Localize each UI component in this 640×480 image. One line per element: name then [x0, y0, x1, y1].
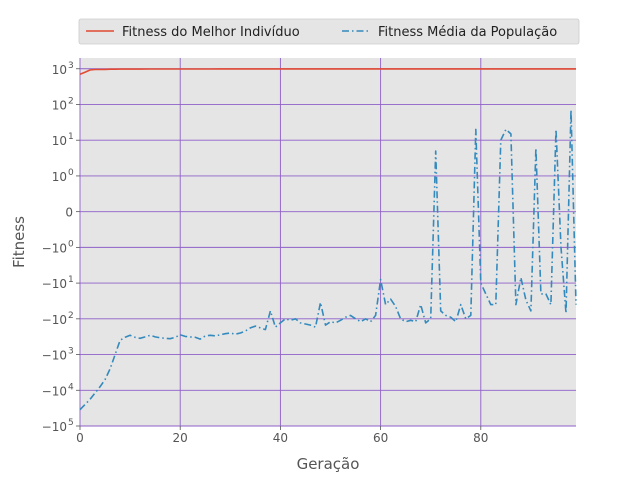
x-tick-label: 20: [173, 431, 188, 445]
y-tick-label: 10: [52, 63, 67, 77]
y-tick-exponent: 0: [68, 239, 74, 249]
y-tick-label: 10: [52, 170, 67, 184]
y-tick-exponent: 5: [68, 418, 74, 428]
y-tick-exponent: 2: [68, 96, 74, 106]
legend-box: [78, 18, 580, 45]
x-axis-label: Geração: [297, 455, 360, 473]
y-tick-label: −10: [42, 384, 67, 398]
y-tick-label: −10: [42, 349, 67, 363]
y-tick-exponent: 1: [68, 275, 74, 285]
series-line-best: [79, 68, 576, 76]
plot-background: [80, 58, 576, 426]
y-tick-exponent: 1: [68, 132, 74, 142]
y-tick-label: 10: [52, 134, 67, 148]
y-tick-exponent: 4: [68, 382, 74, 392]
y-tick-exponent: 2: [68, 311, 74, 321]
x-tick-label: 60: [373, 431, 388, 445]
y-tick-exponent: 0: [68, 168, 74, 178]
x-tick-label: 80: [473, 431, 488, 445]
y-tick-exponent: 3: [68, 61, 74, 71]
y-tick-label: −10: [42, 277, 67, 291]
y-tick-exponent: 3: [68, 347, 74, 357]
x-tick-label: 40: [273, 431, 288, 445]
y-tick-label: 0: [65, 206, 73, 220]
y-tick-label: −10: [42, 420, 67, 434]
series-layer: [79, 68, 577, 411]
y-tick-label: −10: [42, 313, 67, 327]
legend: Fitness do Melhor Indivíduo Fitness Médi…: [78, 18, 580, 45]
x-ticks: 0 20 40 60 80: [76, 426, 488, 445]
y-tick-label: −10: [42, 241, 67, 255]
x-tick-label: 0: [76, 431, 84, 445]
legend-label-mean: Fitness Média da População: [378, 25, 557, 40]
series-line-mean: [79, 109, 577, 411]
y-tick-label: 10: [52, 98, 67, 112]
y-axis-label: Fitness: [10, 216, 28, 268]
legend-label-best: Fitness do Melhor Indivíduo: [122, 25, 300, 40]
